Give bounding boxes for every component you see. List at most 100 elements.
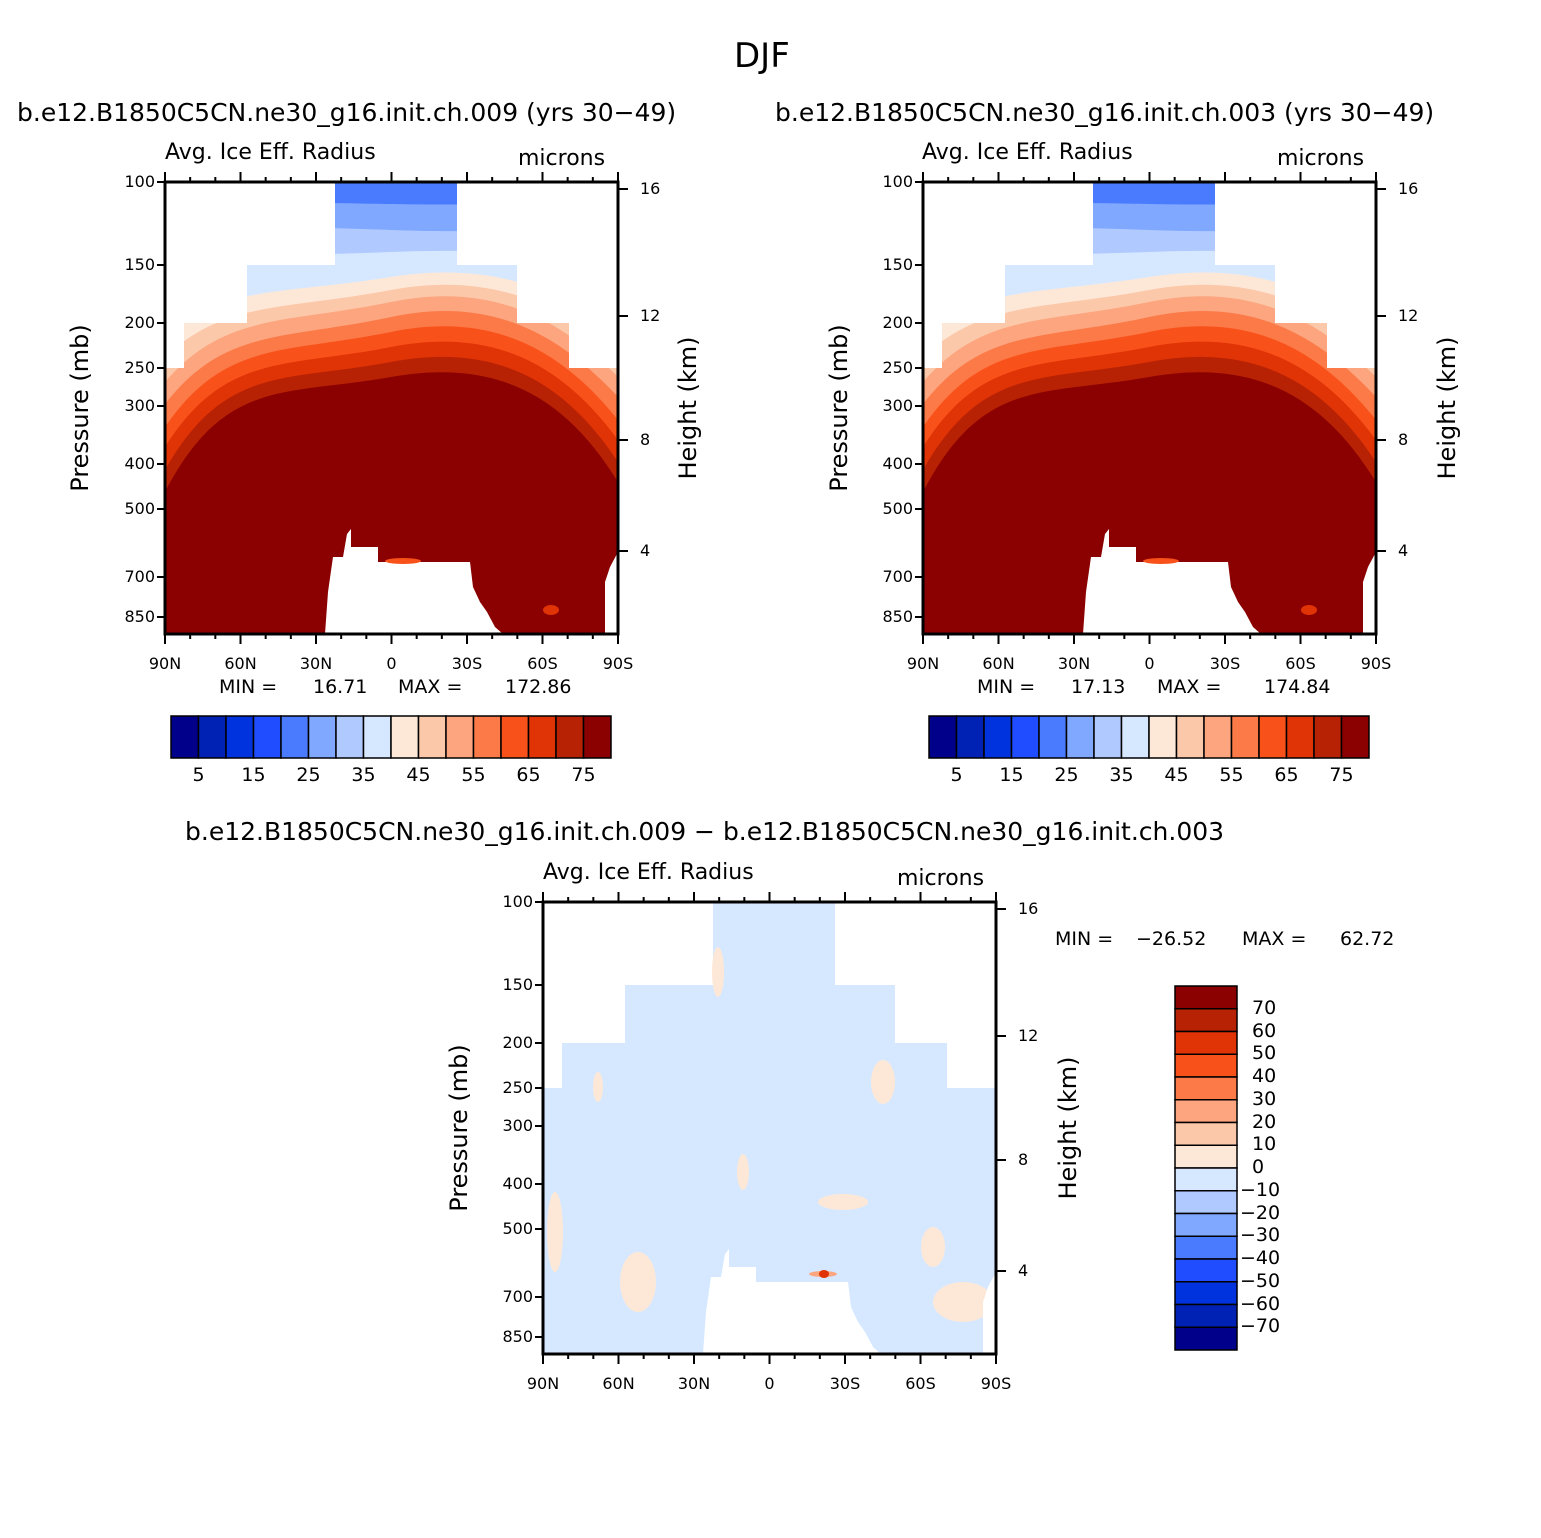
height-tick-label: 12 (640, 306, 661, 325)
colorbar-label: 10 (1252, 1133, 1277, 1156)
pressure-tick-label: 100 (124, 172, 155, 191)
colorbar-label: 5 (950, 764, 963, 786)
colorbar-label: −60 (1240, 1292, 1281, 1315)
colorbar-box (555, 715, 585, 759)
pressure-tick-label: 500 (502, 1219, 533, 1238)
pressure-tick-label: 250 (502, 1078, 533, 1097)
colorbar-box (1174, 1008, 1238, 1033)
pressure-tick-label: 100 (882, 172, 913, 191)
colorbar-box (1174, 1099, 1238, 1124)
latitude-tick-label: 60S (527, 654, 558, 673)
no-data-region-right (1215, 182, 1376, 368)
panel-2-colorbar (928, 715, 1370, 759)
contour-patch (385, 558, 421, 564)
colorbar-box (983, 715, 1013, 759)
height-tick-label: 4 (1398, 541, 1409, 560)
latitude-tick-label: 90N (526, 1374, 560, 1393)
contour-band (923, 372, 1376, 634)
panel-2-min-value: 17.13 (1071, 676, 1126, 698)
latitude-tick-label: 60S (1285, 654, 1316, 673)
latitude-tick-label: 30N (299, 654, 333, 673)
height-tick-label: 4 (640, 541, 651, 560)
colorbar-box (582, 715, 612, 759)
panel-2-pressure-axis-label: Pressure (mb) (825, 324, 853, 492)
contour-patch (620, 1252, 656, 1312)
latitude-tick-label: 90N (148, 654, 182, 673)
pressure-tick-label: 400 (124, 454, 155, 473)
colorbar-label: 65 (516, 764, 541, 786)
colorbar-label: 5 (192, 764, 205, 786)
pressure-tick-label: 850 (882, 607, 913, 626)
colorbar-box (170, 715, 200, 759)
colorbar-box (1174, 1212, 1238, 1237)
colorbar-box (1038, 715, 1068, 759)
no-data-region-left (543, 902, 713, 1088)
colorbar-box (1174, 1235, 1238, 1260)
no-data-region-left (165, 182, 335, 368)
latitude-tick-label: 60N (982, 654, 1015, 673)
colorbar-box (280, 715, 310, 759)
no-data-region-right (835, 902, 996, 1088)
colorbar-box (1174, 1167, 1238, 1192)
pressure-tick-label: 300 (124, 396, 155, 415)
colorbar-label: 35 (1109, 764, 1134, 786)
height-tick-label: 12 (1398, 306, 1419, 325)
colorbar-label: 60 (1252, 1019, 1277, 1042)
colorbar-box (1174, 1281, 1238, 1306)
colorbar-box (335, 715, 365, 759)
topography-mask (703, 1249, 996, 1354)
colorbar-label: 70 (1252, 996, 1277, 1019)
colorbar-box (390, 715, 420, 759)
latitude-tick-label: 30S (451, 654, 483, 673)
panel-2-max-label: MAX = (1157, 676, 1222, 698)
pressure-tick-label: 700 (882, 567, 913, 586)
height-tick-label: 8 (1018, 1150, 1029, 1169)
panel-3-case-title: b.e12.B1850C5CN.ne30_g16.init.ch.009 − b… (185, 817, 1225, 846)
colorbar-box (1174, 1190, 1238, 1215)
panel-1-case-title: b.e12.B1850C5CN.ne30_g16.init.ch.009 (yr… (17, 98, 677, 127)
colorbar-label: −10 (1240, 1178, 1281, 1201)
latitude-tick-label: 90S (980, 1374, 1012, 1393)
colorbar-box (1230, 715, 1260, 759)
pressure-tick-label: 700 (124, 567, 155, 586)
panel-2-variable-label: Avg. Ice Eff. Radius (922, 140, 1133, 165)
panel-3-variable-label: Avg. Ice Eff. Radius (543, 860, 754, 885)
panel-2-height-axis-label: Height (km) (1433, 336, 1461, 480)
height-tick-label: 12 (1018, 1026, 1039, 1045)
panel-3-pressure-axis-label: Pressure (mb) (445, 1044, 473, 1212)
latitude-tick-label: 60S (905, 1374, 936, 1393)
colorbar-box (1148, 715, 1178, 759)
contour-patch (818, 1194, 868, 1210)
latitude-tick-label: 0 (386, 654, 397, 673)
colorbar-box (225, 715, 255, 759)
height-tick-label: 4 (1018, 1261, 1029, 1280)
colorbar-label: 15 (241, 764, 266, 786)
colorbar-box (1174, 1076, 1238, 1101)
no-data-region-right (457, 182, 618, 368)
colorbar-box (1174, 1121, 1238, 1146)
colorbar-box (1065, 715, 1095, 759)
colorbar-label: −50 (1240, 1269, 1281, 1292)
colorbar-label: −40 (1240, 1247, 1281, 1269)
panel-2-contour-plot (915, 172, 1386, 644)
panel-1-max-value: 172.86 (505, 676, 572, 698)
colorbar-box (1174, 1326, 1238, 1351)
colorbar-box (1120, 715, 1150, 759)
pressure-tick-label: 200 (882, 313, 913, 332)
no-data-region-left (923, 182, 1093, 368)
pressure-tick-label: 700 (502, 1287, 533, 1306)
colorbar-box (472, 715, 502, 759)
no-data-region-left (543, 1043, 562, 1088)
colorbar-box (928, 715, 958, 759)
pressure-tick-label: 150 (882, 255, 913, 274)
colorbar-label: 35 (351, 764, 376, 786)
colorbar-label: 15 (999, 764, 1024, 786)
colorbar-label: 45 (406, 764, 431, 786)
colorbar-box (307, 715, 337, 759)
contour-patch (921, 1227, 945, 1267)
panel-1-variable-label: Avg. Ice Eff. Radius (165, 140, 376, 165)
colorbar-box (1010, 715, 1040, 759)
latitude-tick-label: 0 (1144, 654, 1155, 673)
pressure-tick-label: 300 (882, 396, 913, 415)
panel-2-units-label: microns (1277, 146, 1365, 171)
